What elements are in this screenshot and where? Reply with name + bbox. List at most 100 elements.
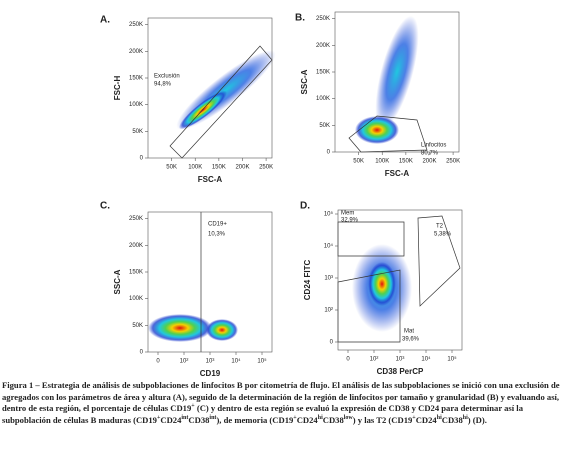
x-tick-label: 10⁴: [421, 356, 431, 363]
x-tick-label: 200K: [422, 159, 436, 165]
panel-label: D.: [300, 201, 310, 212]
y-tick-label: 200K: [129, 243, 143, 249]
y-tick-label: 10²: [324, 308, 333, 314]
x-tick-label: 10⁵: [257, 358, 267, 365]
y-tick-label: 150K: [129, 270, 143, 276]
caption-text: CD24: [415, 414, 437, 425]
y-tick-label: 0: [140, 350, 144, 356]
panel-label: B.: [295, 13, 305, 24]
y-tick-label: 50K: [132, 323, 143, 329]
plot-frame: [334, 11, 460, 153]
y-tick-label: 150K: [316, 70, 330, 76]
y-tick-label: 100K: [129, 102, 143, 108]
x-tick-label: 50K: [166, 165, 177, 171]
gate-value: 32,9%: [341, 218, 359, 224]
y-tick-label: 200K: [129, 49, 143, 55]
gate-value: 80,7%: [421, 151, 439, 157]
caption-text: ) (D).: [467, 414, 487, 425]
caption: Figura 1 – Estrategia de análisis de sub…: [2, 380, 560, 426]
caption-text: CD38: [441, 414, 463, 425]
x-tick-label: 10³: [206, 359, 215, 365]
superscript: +: [412, 414, 416, 421]
density: [368, 262, 396, 306]
x-tick-label: 50K: [353, 159, 364, 165]
gate-value: 94,8%: [154, 82, 172, 88]
y-tick-label: 0: [330, 340, 334, 346]
gate-value: 10,3%: [208, 232, 226, 238]
x-tick-label: 10²: [180, 359, 189, 365]
superscript: int: [209, 414, 217, 421]
y-tick-label: 10³: [324, 276, 333, 282]
y-tick-label: 100K: [129, 296, 143, 302]
caption-text: CD38: [322, 414, 344, 425]
caption-text: ) y las T2 (CD19: [352, 414, 413, 425]
caption-text: Figura 1 – Estrategia de análisis de sub…: [2, 380, 560, 414]
superscript: +: [293, 414, 297, 421]
gate-name: Mat: [404, 329, 414, 335]
y-tick-label: 10⁴: [324, 243, 334, 250]
superscript: hi: [436, 414, 442, 421]
gate-name: CD19+: [208, 222, 227, 228]
x-tick-label: 10⁵: [447, 356, 457, 363]
x-tick-label: 10⁴: [231, 358, 241, 365]
x-axis-label: FSC-A: [385, 169, 410, 178]
y-tick-label: 50K: [319, 123, 330, 129]
panel-label: C.: [100, 201, 110, 212]
superscript: +: [156, 414, 161, 421]
x-tick-label: 150K: [212, 165, 226, 171]
y-tick-label: 10⁵: [324, 211, 334, 218]
gate-name: Exclusión: [154, 74, 180, 80]
x-tick-label: 250K: [446, 159, 460, 165]
panel: B. FSC-A SSC-A 50K 100K 150K 200K 250K 0 50K 100K 1…: [295, 11, 460, 178]
superscript: low: [343, 414, 353, 421]
caption-text: (C) y dentro de esta región se evaluó la…: [2, 403, 523, 425]
gate: [417, 215, 461, 307]
y-axis-label: CD24 FITC: [303, 260, 312, 301]
y-tick-label: 250K: [316, 16, 330, 22]
gate-value: 39,6%: [402, 337, 420, 343]
x-tick-label: 200K: [235, 165, 249, 171]
gate: [348, 115, 428, 153]
superscript: hi: [317, 414, 323, 421]
x-tick-label: 10²: [370, 357, 379, 363]
y-tick-label: 50K: [132, 129, 143, 135]
y-tick-label: 200K: [316, 43, 330, 49]
y-tick-label: 250K: [129, 22, 143, 28]
x-axis-label: CD19: [200, 369, 221, 378]
y-tick-label: 150K: [129, 76, 143, 82]
figure: A. FSC-A FSC-H 50K 100K 150K 200K 250K 0 50K 100K 1…: [100, 11, 463, 378]
y-tick-label: 0: [140, 156, 144, 162]
gate-value: 5,38%: [434, 232, 452, 238]
y-tick-label: 0: [327, 150, 331, 156]
y-axis-label: FSC-H: [113, 76, 122, 101]
x-tick-label: 0: [156, 359, 160, 365]
panel: A. FSC-A FSC-H 50K 100K 150K 200K 250K 0 50K 100K 1…: [100, 15, 276, 184]
panel: C. CD19 SSC-A 0 10² 10³ 10⁴ 10⁵ 0 50K 100K 150K 200K…: [100, 201, 273, 378]
x-tick-label: 100K: [375, 159, 389, 165]
gate-name: T2: [436, 224, 444, 230]
density: [355, 116, 399, 144]
superscript: int: [181, 414, 189, 421]
y-axis-label: SSC-A: [300, 69, 309, 94]
gate-name: Linfocitos: [421, 143, 446, 149]
x-axis-label: CD38 PerCP: [377, 367, 424, 376]
y-tick-label: 100K: [316, 96, 330, 102]
x-tick-label: 100K: [188, 165, 202, 171]
panel-label: A.: [100, 15, 110, 26]
caption-text: ), de memoria (CD19: [216, 414, 294, 425]
superscript: hi: [462, 414, 468, 421]
x-tick-label: 250K: [259, 165, 273, 171]
density: [178, 90, 228, 130]
x-tick-label: 0: [346, 357, 350, 363]
x-tick-label: 150K: [399, 159, 413, 165]
panel: D. CD38 PerCP CD24 FITC 0 10² 10³ 10⁴ 10⁵ 0 10² 10…: [300, 201, 463, 376]
y-axis-label: SSC-A: [113, 269, 122, 294]
y-tick-label: 250K: [129, 216, 143, 222]
caption-text: CD24: [160, 414, 182, 425]
caption-text: CD38: [188, 414, 210, 425]
x-tick-label: 10³: [396, 357, 405, 363]
superscript: +: [191, 403, 195, 410]
density: [375, 15, 419, 129]
x-axis-label: FSC-A: [198, 175, 223, 184]
density: [206, 319, 238, 341]
